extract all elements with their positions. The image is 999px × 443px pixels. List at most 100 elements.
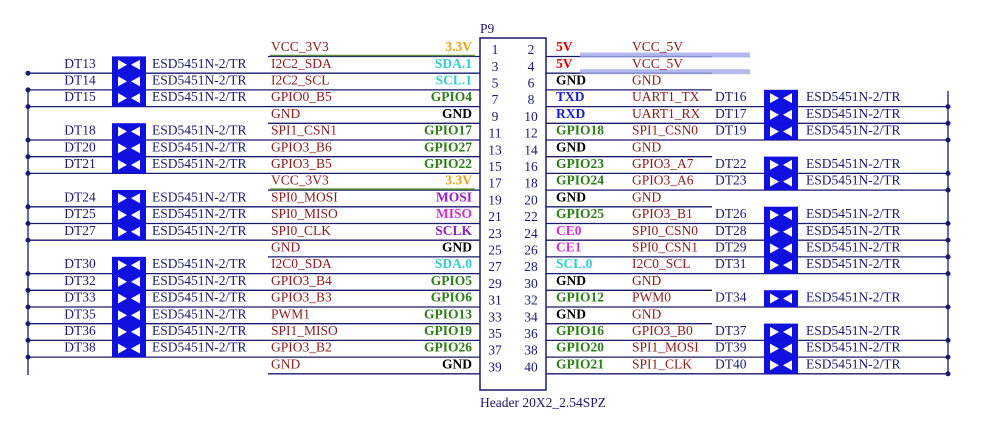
designator: DT15 <box>64 89 96 104</box>
junction <box>945 254 951 260</box>
pin-number: 38 <box>524 343 538 358</box>
esd-diode <box>764 123 798 140</box>
designator: DT29 <box>715 239 747 254</box>
part-number: ESD5451N-2/TR <box>806 156 901 171</box>
pin-function: GND <box>556 72 586 87</box>
esd-diode <box>112 206 146 224</box>
esd-diode-mark <box>118 343 127 354</box>
esd-diode <box>764 223 798 241</box>
junction <box>25 104 31 110</box>
junction <box>25 170 31 176</box>
header-ref: P9 <box>480 21 495 36</box>
junction <box>25 237 31 243</box>
esd-diode-mark <box>118 293 127 304</box>
pin-function: MISO <box>436 206 472 221</box>
net-name: PWM0 <box>632 290 671 305</box>
designator: DT35 <box>64 306 96 321</box>
net-name: SPI1_MISO <box>271 323 338 338</box>
net-name: VCC_3V3 <box>271 39 329 54</box>
designator: DT31 <box>715 256 747 271</box>
part-number: ESD5451N-2/TR <box>152 56 247 71</box>
esd-diode-mark <box>118 226 127 237</box>
net-name: GPIO3_B6 <box>271 139 332 154</box>
designator: DT38 <box>64 340 96 355</box>
pin-number: 27 <box>488 259 502 274</box>
esd-diode-mark <box>118 260 127 271</box>
part-number: ESD5451N-2/TR <box>152 189 247 204</box>
junction <box>25 70 31 76</box>
part-number: ESD5451N-2/TR <box>152 123 247 138</box>
junction <box>945 271 951 277</box>
header-body <box>479 37 547 391</box>
pin-function: CE0 <box>556 223 582 238</box>
pin-function: SDA.1 <box>435 56 472 71</box>
net-name: VCC_3V3 <box>271 173 329 188</box>
pin-function: SCL.1 <box>436 72 473 87</box>
pin-number: 40 <box>524 359 538 374</box>
designator: DT17 <box>715 106 747 121</box>
junction <box>945 237 951 243</box>
esd-diode-mark <box>770 360 779 371</box>
pin-function: GND <box>442 239 472 254</box>
esd-diode-mark <box>131 326 140 337</box>
junction <box>25 137 31 143</box>
pin-function: 5V <box>556 39 573 54</box>
esd-diode <box>764 256 798 274</box>
esd-diode-mark <box>783 126 792 137</box>
net-name: SPI1_CSN1 <box>271 123 337 138</box>
net-name: SPI1_MOSI <box>632 340 699 355</box>
pin-function: GPIO5 <box>431 273 473 288</box>
esd-diode <box>112 73 146 90</box>
esd-diode-mark <box>770 243 779 254</box>
part-number: ESD5451N-2/TR <box>152 223 247 238</box>
designator: DT22 <box>715 156 747 171</box>
esd-diode-mark <box>770 326 779 337</box>
designator: DT25 <box>64 206 96 221</box>
esd-diode-mark <box>783 360 792 371</box>
net-name: SPI0_CSN1 <box>632 239 698 254</box>
designator: DT18 <box>64 123 96 138</box>
part-number: ESD5451N-2/TR <box>806 239 901 254</box>
esd-diode-mark <box>131 143 140 154</box>
part-number: ESD5451N-2/TR <box>152 256 247 271</box>
esd-diode <box>112 340 146 357</box>
esd-diode <box>112 223 146 241</box>
pin-number: 16 <box>524 159 538 174</box>
pin-number: 32 <box>524 293 538 308</box>
pin-function: SDA.0 <box>435 256 472 271</box>
pin-function: 3.3V <box>445 39 472 54</box>
pin-function: GPIO13 <box>424 306 472 321</box>
designator: DT13 <box>64 56 96 71</box>
pin-function: GPIO21 <box>556 356 604 371</box>
pin-function: 5V <box>556 56 573 71</box>
pin-function: GPIO18 <box>556 123 604 138</box>
esd-diode-mark <box>118 310 127 321</box>
esd-diode-mark <box>770 343 779 354</box>
pin-function: GPIO25 <box>556 206 604 221</box>
esd-diode-mark <box>118 93 127 104</box>
pin-function: SCL.0 <box>556 256 593 271</box>
junction <box>25 287 31 293</box>
esd-diode-mark <box>118 193 127 204</box>
esd-diode-mark <box>131 193 140 204</box>
pin-number: 1 <box>492 42 499 57</box>
esd-diode-mark <box>118 210 127 220</box>
esd-diode-mark <box>118 276 127 287</box>
pin-number: 23 <box>488 226 502 241</box>
esd-diode-mark <box>118 59 127 70</box>
pin-function: RXD <box>556 106 585 121</box>
net-name: GND <box>632 139 661 154</box>
pin-number: 14 <box>524 142 538 157</box>
designator: DT26 <box>715 206 747 221</box>
part-number: ESD5451N-2/TR <box>806 89 901 104</box>
designator: DT36 <box>64 323 96 338</box>
esd-diode-mark <box>783 109 792 120</box>
esd-diode-mark <box>131 93 140 104</box>
pin-number: 28 <box>524 259 538 274</box>
designator: DT37 <box>715 323 747 338</box>
net-highlight <box>580 52 750 58</box>
part-number: ESD5451N-2/TR <box>806 340 901 355</box>
net-name: GPIO3_B4 <box>271 273 332 288</box>
net-name: UART1_TX <box>632 89 700 104</box>
designator: DT39 <box>715 340 747 355</box>
